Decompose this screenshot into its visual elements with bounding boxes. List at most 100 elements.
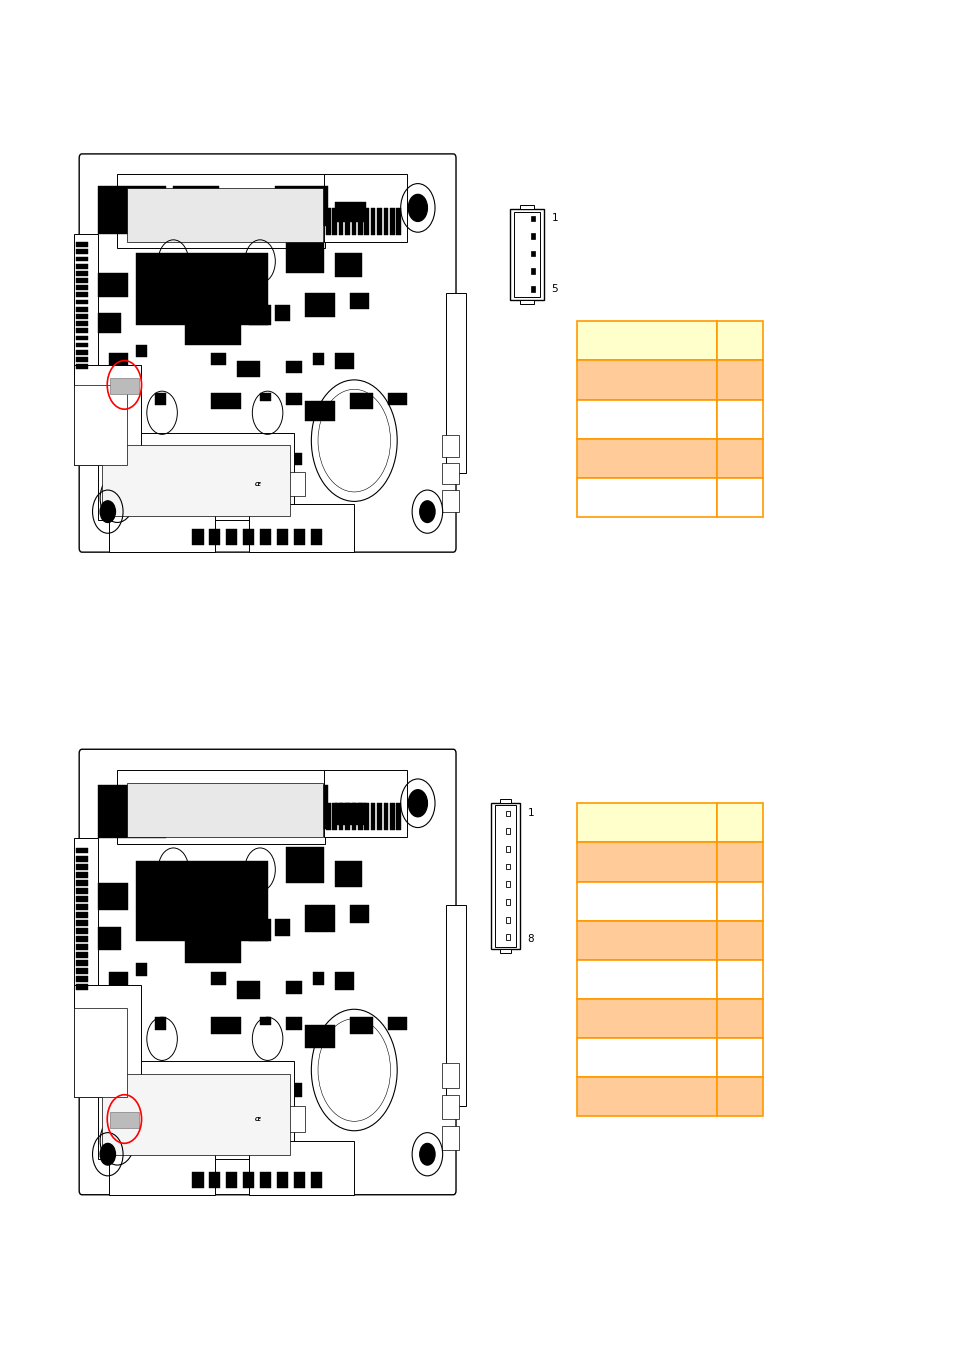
Bar: [98, 274, 128, 297]
Bar: [74, 364, 141, 464]
Bar: [260, 393, 271, 401]
Bar: [74, 385, 127, 464]
Text: CE: CE: [254, 482, 261, 487]
Bar: [249, 918, 271, 941]
Bar: [98, 784, 166, 838]
Bar: [577, 1077, 716, 1116]
Bar: [441, 1126, 458, 1150]
Bar: [237, 803, 267, 829]
Bar: [332, 208, 336, 235]
Bar: [76, 872, 88, 878]
Bar: [237, 201, 267, 225]
Bar: [211, 972, 226, 986]
Text: CE: CE: [254, 1116, 261, 1122]
Bar: [286, 393, 301, 405]
Bar: [76, 364, 88, 369]
Bar: [76, 976, 88, 981]
Bar: [345, 208, 350, 235]
Bar: [135, 963, 147, 976]
Bar: [376, 803, 381, 830]
Bar: [76, 306, 88, 312]
Bar: [491, 803, 519, 949]
Bar: [110, 354, 128, 369]
Bar: [237, 981, 260, 999]
Bar: [286, 981, 301, 994]
Bar: [388, 393, 407, 405]
Bar: [249, 305, 271, 325]
Bar: [286, 452, 301, 464]
Text: 1: 1: [551, 213, 558, 223]
Bar: [577, 478, 716, 517]
Bar: [76, 856, 88, 861]
Bar: [117, 174, 324, 248]
Bar: [76, 263, 88, 269]
Bar: [505, 829, 509, 834]
Bar: [577, 999, 716, 1038]
Bar: [185, 927, 241, 963]
Circle shape: [408, 790, 427, 817]
FancyBboxPatch shape: [79, 154, 456, 552]
Bar: [371, 803, 375, 830]
Bar: [209, 529, 220, 545]
Bar: [173, 440, 189, 452]
Bar: [226, 529, 237, 545]
Bar: [185, 313, 241, 346]
Bar: [76, 271, 88, 275]
Bar: [76, 984, 88, 990]
Bar: [313, 354, 324, 364]
Bar: [311, 529, 322, 545]
Bar: [116, 1026, 128, 1034]
Bar: [305, 906, 335, 931]
Bar: [76, 293, 88, 297]
Bar: [577, 842, 716, 882]
Bar: [211, 1017, 241, 1034]
Bar: [209, 1172, 220, 1188]
Bar: [260, 529, 271, 545]
Bar: [326, 803, 330, 830]
Bar: [499, 799, 511, 803]
Bar: [110, 1112, 138, 1129]
Bar: [577, 439, 716, 478]
Bar: [76, 285, 88, 290]
Bar: [211, 393, 241, 409]
Text: 8: 8: [527, 934, 534, 944]
Bar: [446, 906, 465, 1106]
Bar: [98, 1061, 294, 1160]
Bar: [76, 929, 88, 934]
Bar: [335, 972, 354, 990]
Bar: [716, 321, 762, 360]
Bar: [110, 1141, 214, 1195]
Bar: [332, 803, 336, 830]
Bar: [173, 1071, 189, 1083]
Bar: [505, 917, 509, 922]
Bar: [226, 1172, 237, 1188]
Bar: [305, 293, 335, 317]
Bar: [154, 918, 170, 937]
Bar: [76, 904, 88, 910]
Bar: [76, 952, 88, 957]
Bar: [76, 960, 88, 965]
Bar: [520, 300, 534, 304]
Bar: [326, 208, 330, 235]
Bar: [110, 972, 128, 990]
Bar: [364, 208, 369, 235]
Bar: [305, 1026, 335, 1048]
Bar: [274, 784, 328, 829]
Bar: [274, 305, 290, 321]
Bar: [286, 848, 324, 883]
Bar: [324, 769, 407, 837]
Bar: [505, 882, 509, 887]
Bar: [324, 174, 407, 242]
Bar: [531, 269, 535, 274]
Bar: [286, 1017, 301, 1030]
Bar: [76, 880, 88, 886]
Bar: [110, 505, 214, 552]
Bar: [446, 293, 465, 472]
Bar: [286, 360, 301, 373]
Bar: [531, 251, 535, 256]
Bar: [76, 242, 88, 247]
Bar: [716, 960, 762, 999]
Bar: [110, 378, 138, 394]
Bar: [98, 313, 120, 333]
Bar: [135, 254, 267, 325]
